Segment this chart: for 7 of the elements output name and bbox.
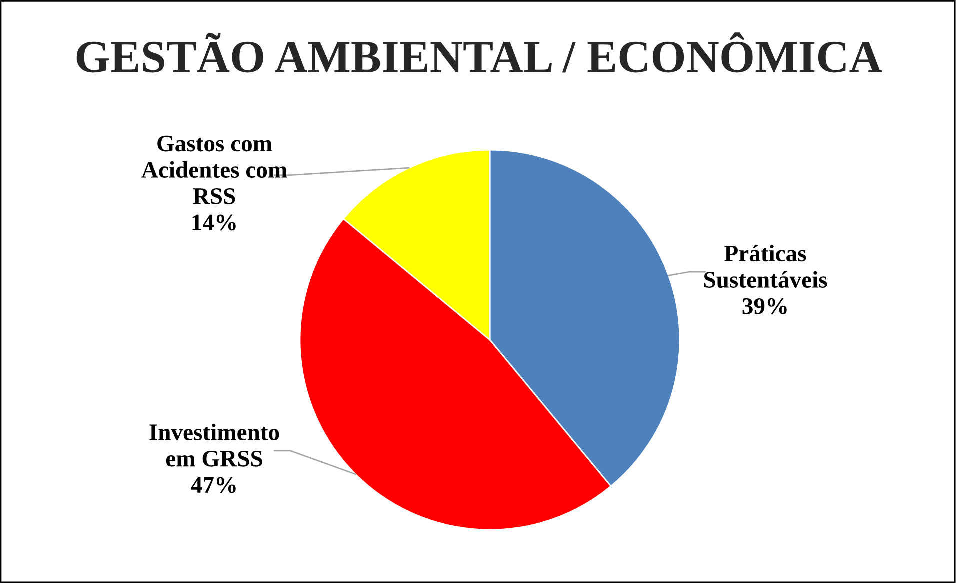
slice-label: Investimento em GRSS [150,424,280,467]
slice-label: Gastos com Acidentes com RSS [142,136,288,204]
slice-label: Práticas Sustentáveis [704,245,828,288]
data-label: 39% [742,298,787,314]
data-label: 14% [192,214,236,231]
chart-title: GESTÃO AMBIENTAL / ECONÔMICA [76,32,882,73]
data-label: 47% [191,477,236,494]
